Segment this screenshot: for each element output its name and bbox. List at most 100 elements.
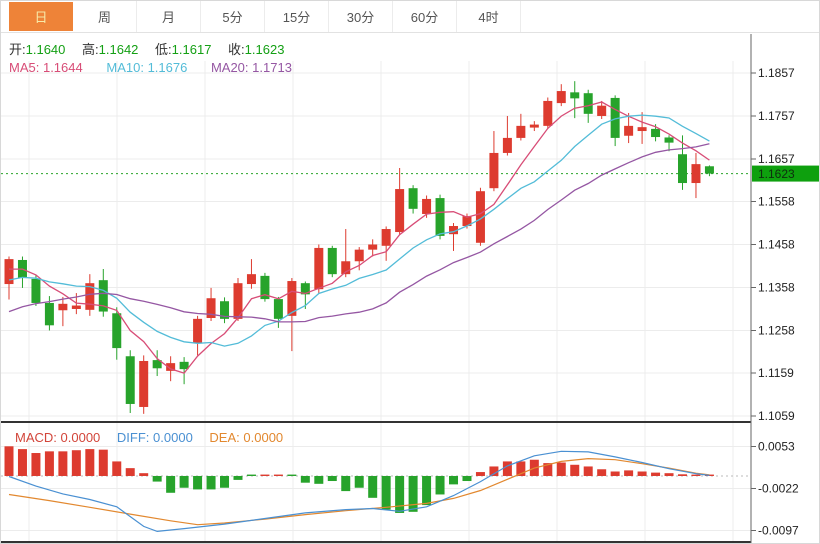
- current-price-badge: 1.1623: [752, 165, 819, 182]
- macd-bar: [516, 461, 526, 476]
- candle-body: [354, 249, 364, 262]
- macd-bar: [17, 449, 27, 476]
- ma5-line: [9, 101, 710, 374]
- dea-value: 0.0000: [243, 430, 284, 445]
- candle-body: [516, 125, 526, 138]
- macd-bar: [71, 450, 81, 476]
- macd-bar: [462, 475, 472, 482]
- ma20-label: MA20:: [210, 60, 249, 75]
- macd-bar: [125, 468, 135, 476]
- candle-body: [449, 226, 459, 235]
- macd-bar: [583, 466, 593, 476]
- macd-bar: [58, 451, 68, 476]
- ma5-label: MA5:: [9, 60, 40, 75]
- candle-body: [98, 280, 108, 312]
- macd-bar: [664, 473, 674, 476]
- macd-bar: [368, 475, 378, 498]
- macd-bar: [4, 446, 14, 476]
- candle-body: [502, 137, 512, 153]
- macd-bar: [260, 474, 270, 476]
- candle-body: [246, 274, 256, 285]
- macd-bar: [327, 475, 337, 482]
- tab-60min[interactable]: 60分: [393, 1, 457, 32]
- candle-body: [408, 188, 418, 209]
- macd-bar: [704, 474, 714, 476]
- macd-histogram: [4, 446, 714, 513]
- ma10-line: [8, 114, 710, 347]
- candle-body: [260, 275, 270, 300]
- candle-body: [475, 191, 485, 243]
- macd-bar: [570, 464, 580, 476]
- candle-body: [368, 244, 378, 250]
- price-tick-label: 1.1358: [758, 280, 795, 294]
- macd-bar: [678, 474, 687, 476]
- ma10-label: MA10:: [106, 60, 144, 75]
- price-tick-label: 1.1059: [758, 409, 795, 423]
- candle-body: [44, 302, 54, 326]
- current-price-badge-label: 1.1623: [758, 167, 795, 181]
- candle-body: [422, 198, 432, 214]
- macd-bar: [597, 469, 607, 476]
- tab-day[interactable]: 日: [9, 2, 73, 31]
- candle-body: [300, 283, 310, 295]
- candle-body: [152, 360, 162, 369]
- candle-body: [435, 198, 445, 236]
- macd-bar: [44, 451, 54, 476]
- diff-label: DIFF:: [116, 430, 150, 445]
- macd-bar: [475, 472, 485, 476]
- candle-body: [610, 97, 620, 138]
- macd-tick-label: 0.0053: [758, 439, 795, 453]
- macd-bar: [179, 475, 189, 488]
- open-label: 开:: [9, 42, 26, 57]
- macd-bar: [610, 471, 620, 476]
- price-tick-label: 1.1558: [758, 195, 795, 209]
- candle-body: [273, 299, 283, 319]
- macd-bar: [139, 473, 149, 476]
- macd-bar: [98, 449, 108, 476]
- candle-body: [381, 229, 391, 246]
- timeframe-tabbar: 日周月 5分 15分 30分 60分 4时: [1, 1, 819, 33]
- candle-body: [166, 363, 176, 371]
- ma10-value: 1.1676: [147, 60, 188, 75]
- price-tick-label: 1.1458: [758, 238, 795, 252]
- candle-body: [4, 259, 14, 285]
- low-value: 1.1617: [171, 42, 212, 57]
- ohlc-info-line: 开:1.1640 高:1.1642 低:1.1617 收:1.1623: [9, 39, 297, 58]
- macd-bar: [556, 462, 566, 476]
- candle-body: [193, 318, 203, 343]
- candles: [4, 81, 714, 414]
- macd-bar: [341, 475, 351, 492]
- axes: 1.1857 1.1757 1.1657 1.1558 1.1458 1.1358 1.12…: [1, 34, 799, 543]
- candle-body: [31, 278, 41, 303]
- tab-month[interactable]: 月: [137, 1, 201, 32]
- candle-body: [651, 128, 661, 138]
- high-label: 高:: [82, 42, 99, 57]
- candle-body: [462, 216, 472, 227]
- candle-body: [58, 303, 68, 311]
- tab-week[interactable]: 周: [73, 1, 137, 32]
- price-tick-label: 1.1159: [758, 366, 794, 380]
- price-tick-label: 1.1657: [758, 152, 795, 166]
- candle-body: [678, 154, 687, 184]
- macd-bar: [354, 475, 364, 488]
- tab-4hour[interactable]: 4时: [457, 1, 521, 32]
- candle-body: [139, 360, 149, 407]
- tab-30min[interactable]: 30分: [329, 1, 393, 32]
- macd-label: MACD:: [15, 430, 57, 445]
- ma-info-line: MA5: 1.1644 MA10: 1.1676 MA20: 1.1713: [9, 60, 312, 75]
- tab-5min[interactable]: 5分: [201, 1, 265, 32]
- diff-value: 0.0000: [153, 430, 193, 445]
- macd-bar: [273, 474, 283, 476]
- ma20-line: [8, 143, 710, 323]
- macd-bar: [193, 475, 203, 490]
- macd-bar: [287, 474, 297, 476]
- candle-body: [583, 93, 593, 114]
- candle-body: [341, 261, 351, 275]
- candle-body: [597, 105, 607, 116]
- candle-body: [179, 361, 189, 370]
- tab-15min[interactable]: 15分: [265, 1, 329, 32]
- price-tick-label: 1.1258: [758, 323, 795, 337]
- candle-body: [691, 164, 701, 184]
- low-label: 低:: [155, 42, 172, 57]
